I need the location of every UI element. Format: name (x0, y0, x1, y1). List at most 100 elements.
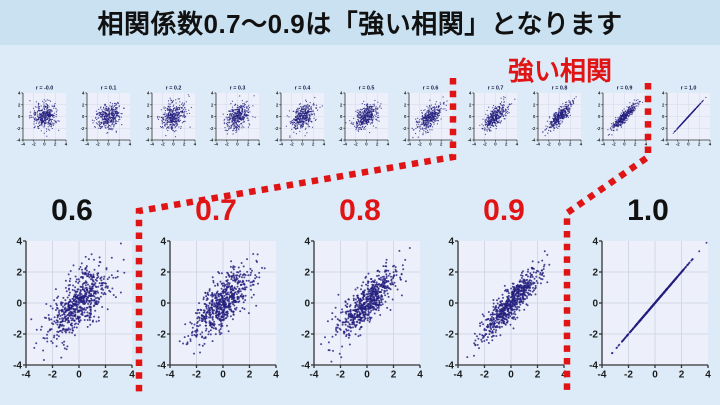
svg-text:r = 0.9: r = 0.9 (616, 86, 632, 92)
scatter-plot-r-0.8: -4-4 -2 -2 0 0 2 2 4 4 r = 0.8 (532, 86, 583, 147)
svg-text:-4: -4 (17, 138, 21, 143)
svg-text:0: 0 (404, 114, 407, 119)
svg-text:2: 2 (440, 142, 443, 147)
scatter-plot-r-0.9: -4-4 -2 -2 0 0 2 2 4 4 r = 0.9 (596, 86, 647, 147)
svg-text:-2: -2 (418, 142, 422, 147)
svg-text:-4: -4 (145, 138, 149, 143)
svg-text:-2: -2 (596, 126, 600, 131)
svg-text:-4: -4 (210, 138, 214, 143)
svg-text:0: 0 (301, 142, 304, 147)
svg-text:4: 4 (387, 142, 390, 147)
svg-text:-4: -4 (21, 142, 25, 147)
svg-text:r = 0.1: r = 0.1 (101, 86, 117, 92)
svg-text:0: 0 (494, 142, 497, 147)
correlation-value-label: 1.0 (627, 194, 669, 227)
bottom-plot-column-0.7: 0.7 -4 -4 -2 -2 0 0 2 2 4 4 (146, 188, 286, 390)
svg-text:2: 2 (634, 142, 637, 147)
svg-text:4: 4 (18, 91, 21, 96)
svg-text:4: 4 (451, 142, 454, 147)
svg-text:-2: -2 (17, 126, 21, 131)
scatter-points (466, 250, 551, 359)
svg-text:2: 2 (147, 102, 150, 107)
svg-text:-2: -2 (676, 142, 680, 147)
correlation-value-label: 0.8 (339, 194, 381, 227)
svg-text:-4: -4 (601, 142, 605, 147)
svg-text:-2: -2 (339, 126, 343, 131)
svg-text:2: 2 (505, 142, 508, 147)
svg-text:0: 0 (16, 299, 22, 310)
scatter-points (28, 99, 60, 137)
svg-text:4: 4 (662, 91, 665, 96)
svg-text:2: 2 (662, 102, 665, 107)
svg-text:-2: -2 (13, 330, 22, 341)
scatter-plot-r-1: -4-4 -2 -2 0 0 2 2 4 4 r = 1.0 (660, 86, 712, 147)
svg-text:4: 4 (709, 142, 712, 147)
svg-text:0: 0 (623, 142, 626, 147)
svg-text:4: 4 (516, 142, 519, 147)
svg-text:-2: -2 (32, 142, 36, 147)
svg-text:r = 0.8: r = 0.8 (552, 86, 568, 92)
svg-text:-2: -2 (96, 142, 100, 147)
svg-text:0: 0 (147, 114, 150, 119)
svg-text:0: 0 (76, 370, 82, 381)
svg-text:-2: -2 (403, 126, 407, 131)
svg-text:-4: -4 (81, 138, 85, 143)
svg-text:-4: -4 (665, 142, 669, 147)
svg-text:0: 0 (662, 114, 665, 119)
svg-text:0: 0 (236, 142, 239, 147)
svg-text:-2: -2 (274, 126, 278, 131)
svg-text:2: 2 (533, 102, 536, 107)
scatter-points (92, 101, 126, 134)
svg-text:2: 2 (598, 102, 601, 107)
svg-text:-4: -4 (403, 138, 407, 143)
svg-text:2: 2 (340, 102, 343, 107)
scatter-plot-r-0.6: -4-4 -2 -2 0 0 2 2 4 4 (13, 237, 135, 381)
svg-text:-4: -4 (214, 142, 218, 147)
svg-text:2: 2 (404, 102, 407, 107)
svg-text:-4: -4 (13, 361, 22, 372)
svg-text:-4: -4 (472, 142, 476, 147)
svg-text:-2: -2 (611, 142, 615, 147)
svg-text:-4: -4 (339, 138, 343, 143)
svg-text:-4: -4 (596, 138, 600, 143)
svg-text:r = 0.2: r = 0.2 (165, 86, 181, 92)
svg-text:0: 0 (82, 114, 85, 119)
scatter-plot-r-0.2: -4-4 -2 -2 0 0 2 2 4 4 r = 0.2 (145, 86, 196, 147)
slide-title-bar: 相関係数0.7〜0.9は「強い相関」となります (0, 0, 720, 45)
svg-text:2: 2 (16, 268, 22, 279)
svg-text:-2: -2 (547, 142, 551, 147)
svg-text:2: 2 (376, 142, 379, 147)
svg-text:0: 0 (687, 142, 690, 147)
scatter-plot-r-0.6: -4-4 -2 -2 0 0 2 2 4 4 r = 0.6 (403, 86, 454, 147)
svg-text:0: 0 (430, 142, 433, 147)
svg-text:2: 2 (569, 142, 572, 147)
svg-text:-2: -2 (145, 126, 149, 131)
svg-text:4: 4 (322, 142, 325, 147)
svg-text:0: 0 (172, 142, 175, 147)
svg-text:4: 4 (258, 142, 261, 147)
svg-text:-4: -4 (532, 138, 536, 143)
scatter-plot-r-0.1: -4-4 -2 -2 0 0 2 2 4 4 r = 0.1 (81, 86, 132, 147)
svg-text:r = 1.0: r = 1.0 (681, 86, 697, 92)
svg-text:r = -0.0: r = -0.0 (36, 86, 54, 92)
svg-text:-4: -4 (279, 142, 283, 147)
svg-text:4: 4 (65, 142, 68, 147)
svg-text:-4: -4 (85, 142, 89, 147)
svg-text:4: 4 (82, 91, 85, 96)
svg-text:r = 0.4: r = 0.4 (294, 86, 310, 92)
svg-text:4: 4 (276, 91, 279, 96)
bottom-plot-column-0.9: 0.9 -4 -4 -2 -2 0 0 2 2 4 4 (434, 188, 574, 390)
svg-text:0: 0 (43, 142, 46, 147)
scatter-plot-r-0.5: -4-4 -2 -2 0 0 2 2 4 4 r = 0.5 (339, 86, 390, 147)
svg-text:-2: -2 (467, 126, 471, 131)
svg-text:-4: -4 (467, 138, 471, 143)
svg-text:0: 0 (469, 114, 472, 119)
svg-text:2: 2 (276, 102, 279, 107)
scatter-plot-r-0.4: -4-4 -2 -2 0 0 2 2 4 4 r = 0.4 (274, 86, 325, 147)
svg-text:-2: -2 (483, 142, 487, 147)
svg-text:4: 4 (580, 142, 583, 147)
svg-text:-2: -2 (81, 126, 85, 131)
